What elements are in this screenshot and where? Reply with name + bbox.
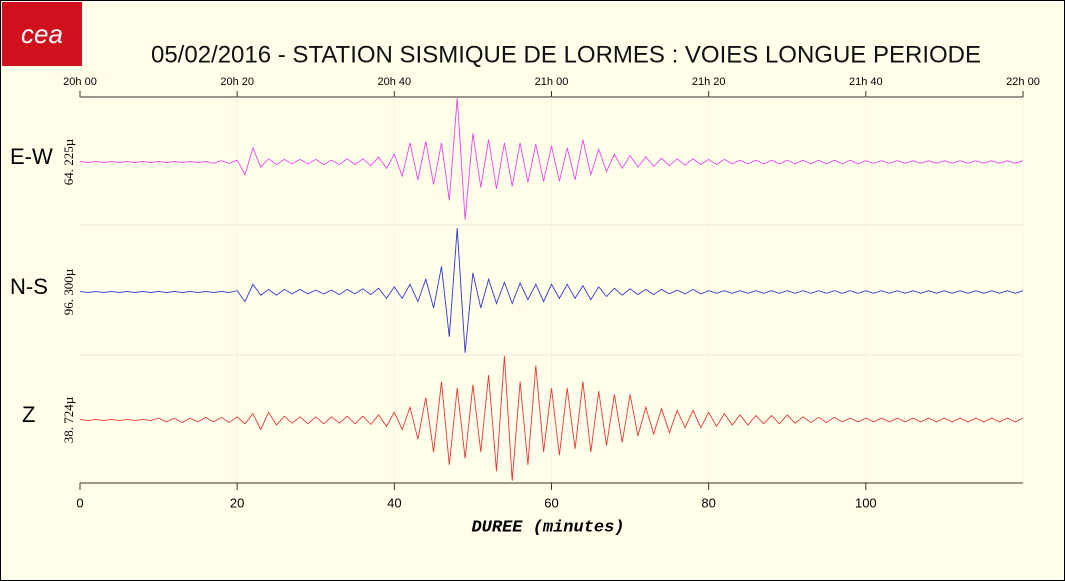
trace (79, 97, 1024, 220)
logo-box (2, 2, 82, 66)
trace (79, 355, 1024, 481)
x2-tick-label: 22h 00 (1006, 76, 1040, 88)
scale-label: 64. 225µ (61, 138, 76, 185)
scale-label: 96. 300µ (61, 268, 76, 315)
x-tick-label: 0 (76, 495, 83, 510)
x-tick-label: 80 (701, 495, 715, 510)
x-tick-label: 60 (544, 495, 558, 510)
x-axis-label: DUREE (minutes) (471, 518, 624, 537)
x-tick-label: 20 (230, 495, 244, 510)
x2-tick-label: 20h 40 (378, 76, 412, 88)
x2-tick-label: 21h 20 (692, 76, 726, 88)
channel-label: E-W (10, 144, 53, 169)
chart-title: 05/02/2016 - STATION SISMIQUE DE LORMES … (151, 41, 981, 68)
x-tick-label: 40 (387, 495, 401, 510)
x2-tick-label: 20h 00 (63, 76, 97, 88)
x2-tick-label: 21h 00 (535, 76, 569, 88)
trace (79, 227, 1024, 353)
logo: cea (21, 19, 63, 49)
x-tick-label: 100 (855, 495, 877, 510)
scale-label: 38. 724µ (61, 396, 76, 443)
channel-label: N-S (10, 274, 48, 299)
x2-tick-label: 20h 20 (220, 76, 254, 88)
x2-tick-label: 21h 40 (849, 76, 883, 88)
channel-label: Z (22, 402, 35, 427)
